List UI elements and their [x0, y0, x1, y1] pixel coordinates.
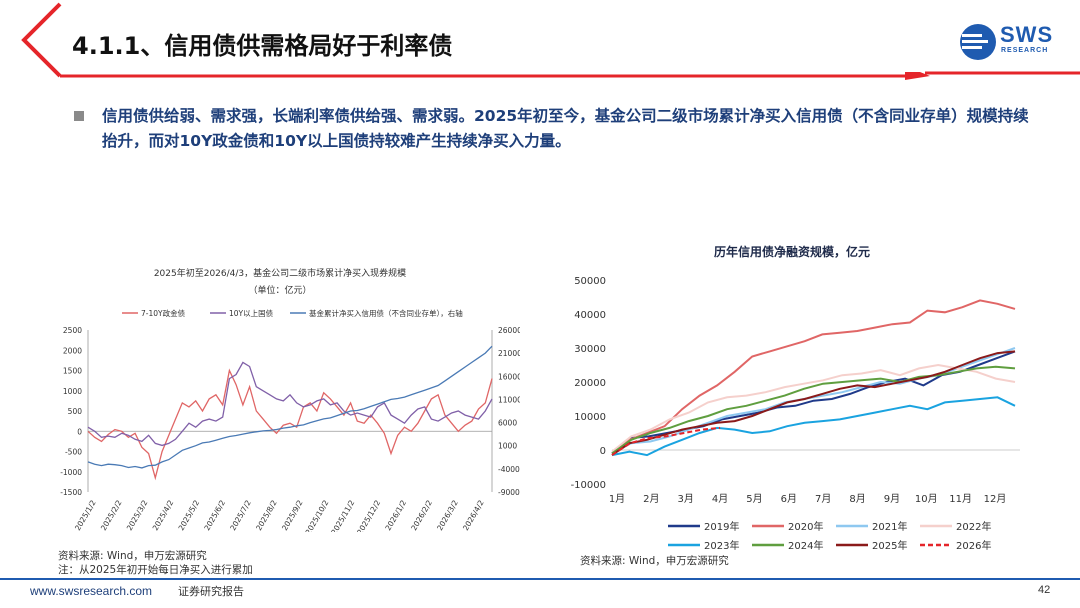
y2-tick-label: 21000 [498, 349, 520, 358]
left-chart-subtitle: （单位：亿元） [248, 284, 311, 296]
y-tick-label: 50000 [574, 276, 606, 287]
page-number: 42 [1038, 584, 1051, 596]
footer-report-type: 证券研究报告 [178, 585, 244, 598]
x-tick-label: 1月 [609, 493, 625, 505]
y-tick-label: 10000 [574, 412, 606, 423]
x-tick-label: 7月 [815, 493, 831, 505]
series-line [87, 368, 493, 481]
right-chart-title: 历年信用债净融资规模，亿元 [714, 244, 870, 259]
series-line [611, 396, 1016, 457]
x-tick-label: 6月 [781, 493, 797, 505]
x-tick-label: 2025/5/2 [177, 498, 202, 532]
footer-url[interactable]: www.swsresearch.com [30, 584, 153, 598]
y2-tick-label: 1000 [498, 442, 517, 451]
footer-divider [0, 578, 1080, 580]
x-tick-label: 2025/10/2 [304, 498, 331, 532]
x-tick-label: 10月 [915, 493, 938, 505]
x-tick-label: 2025/6/2 [202, 498, 227, 532]
y2-tick-label: 11000 [498, 395, 520, 404]
legend-label: 2026年 [956, 539, 991, 552]
header-banner [20, 0, 1080, 80]
x-tick-label: 2025/2/2 [99, 498, 124, 532]
series-line [87, 361, 493, 447]
x-tick-label: 4月 [712, 493, 728, 505]
bullet-text: 信用债供给弱、需求强，长端利率债供给强、需求弱。2025年初至今，基金公司二级市… [102, 107, 1029, 150]
y-tick-label: 2000 [63, 346, 82, 355]
x-tick-label: 2026/1/2 [383, 498, 408, 532]
x-tick-label: 2025/12/2 [355, 498, 382, 532]
bullet-square-icon [74, 111, 84, 121]
left-chart: 2025年初至2026/4/3，基金公司二级市场累计净买入现券规模 （单位：亿元）… [60, 267, 520, 532]
y-tick-label: 40000 [574, 310, 606, 321]
y-tick-label: 1000 [63, 387, 82, 396]
x-tick-label: 2026/3/2 [435, 498, 460, 532]
left-chart-title: 2025年初至2026/4/3，基金公司二级市场累计净买入现券规模 [154, 267, 406, 279]
logo-subtext: RESEARCH [1001, 47, 1049, 54]
legend-label: 7-10Y政金债 [141, 308, 186, 318]
legend-label: 10Y以上国债 [229, 308, 274, 318]
y2-tick-label: -4000 [498, 465, 520, 474]
y-tick-label: 500 [68, 407, 83, 416]
x-tick-label: 2025/11/2 [329, 498, 356, 532]
y-tick-label: -1000 [60, 468, 82, 477]
y-tick-label: -500 [65, 448, 82, 457]
y-tick-label: -1500 [60, 488, 82, 497]
legend-label: 2024年 [788, 539, 823, 552]
series-line [87, 345, 493, 469]
x-tick-label: 2026/4/2 [461, 498, 486, 532]
x-tick-label: 12月 [984, 493, 1007, 505]
x-tick-label: 2025/1/2 [73, 498, 98, 532]
legend-label: 2020年 [788, 520, 823, 533]
sws-logo-icon [960, 24, 996, 60]
y-tick-label: 1500 [63, 367, 82, 376]
y2-tick-label: 26000 [498, 326, 520, 335]
series-line [611, 426, 721, 456]
x-tick-label: 9月 [884, 493, 900, 505]
x-tick-label: 8月 [849, 493, 865, 505]
x-tick-label: 2025/7/2 [228, 498, 253, 532]
y2-tick-label: 16000 [498, 372, 520, 381]
x-tick-label: 2025/3/2 [125, 498, 150, 532]
legend-label: 2019年 [704, 520, 739, 533]
x-tick-label: 2025/8/2 [254, 498, 279, 532]
series-line [611, 363, 1016, 453]
x-tick-label: 3月 [678, 493, 694, 505]
series-line [611, 299, 1016, 455]
left-note: 注：从2025年初开始每日净买入进行累加 [58, 564, 253, 576]
x-tick-label: 2025/9/2 [280, 498, 305, 532]
y-tick-label: 0 [77, 427, 82, 436]
legend-label: 2022年 [956, 520, 991, 533]
x-tick-label: 2026/2/2 [409, 498, 434, 532]
y-tick-label: 30000 [574, 344, 606, 355]
left-source: 资料来源: Wind，申万宏源研究 [58, 550, 207, 562]
legend-label: 2023年 [704, 539, 739, 552]
y2-tick-label: -9000 [498, 488, 520, 497]
y-tick-label: 0 [600, 446, 606, 457]
series-line [611, 350, 1016, 456]
x-tick-label: 2025/4/2 [151, 498, 176, 532]
y-tick-label: 2500 [63, 326, 82, 335]
logo-wordmark: SWS [1000, 22, 1054, 47]
legend-label: 2021年 [872, 520, 907, 533]
x-tick-label: 5月 [746, 493, 762, 505]
right-chart: 历年信用债净融资规模，亿元 50000 40000 30000 20000 10000 0 -… [571, 244, 1020, 552]
x-tick-label: 2月 [643, 493, 659, 505]
legend-label: 2025年 [872, 539, 907, 552]
legend-label: 基金累计净买入信用债（不含同业存单），右轴 [309, 308, 463, 318]
series-line [611, 365, 1016, 455]
right-source: 资料来源: Wind，申万宏源研究 [580, 555, 729, 567]
y2-tick-label: 6000 [498, 419, 517, 428]
x-tick-label: 11月 [949, 493, 972, 505]
y-tick-label: 20000 [574, 378, 606, 389]
y-tick-label: -10000 [571, 480, 606, 491]
page-title: 4.1.1、信用债供需格局好于利率债 [72, 32, 453, 60]
